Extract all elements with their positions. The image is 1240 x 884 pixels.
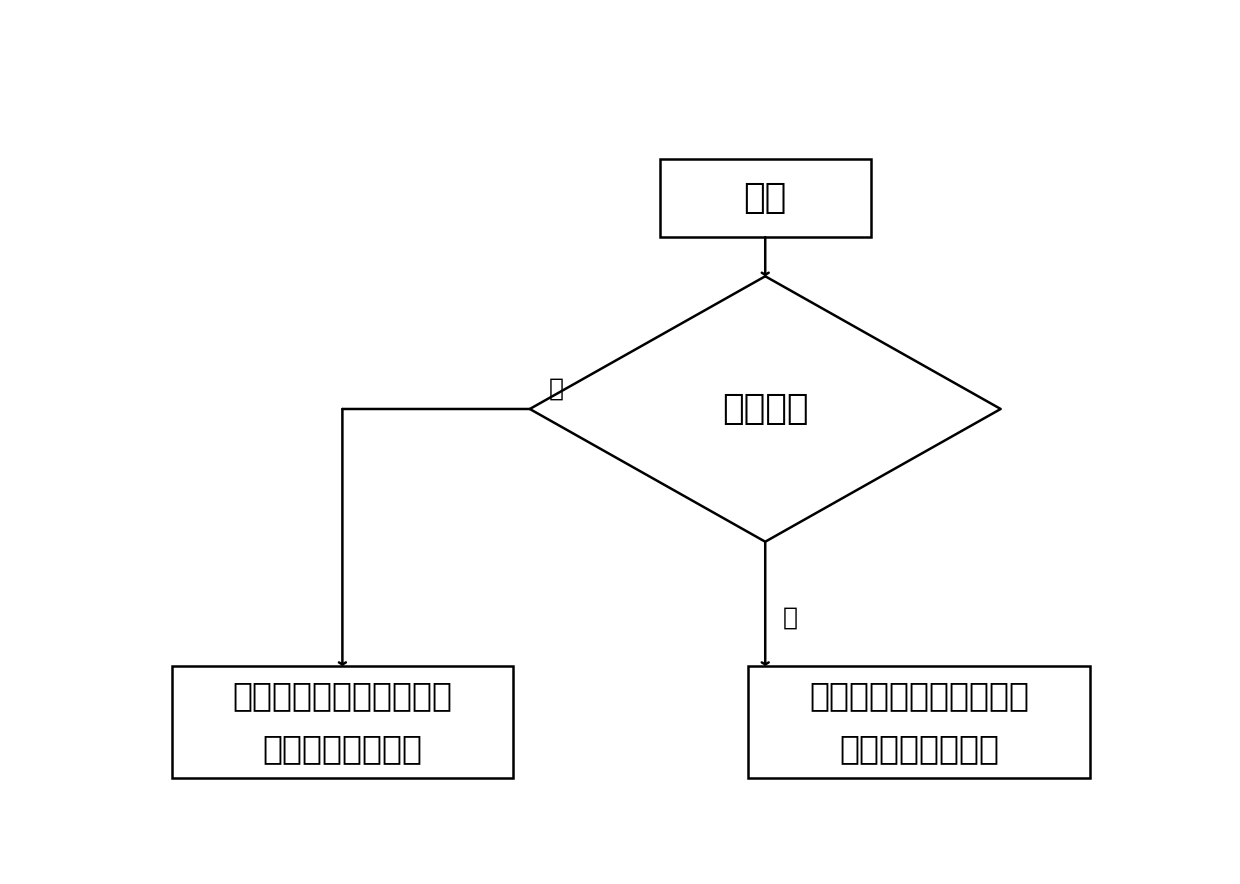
Text: 开始: 开始 [744, 181, 787, 215]
FancyBboxPatch shape [172, 666, 513, 778]
Text: 否: 否 [549, 377, 564, 400]
Text: 截流部截止，分流设施分
流进入市政雨水管: 截流部截止，分流设施分 流进入市政雨水管 [808, 679, 1029, 766]
FancyBboxPatch shape [749, 666, 1090, 778]
Text: 是: 是 [782, 606, 797, 629]
Text: 是否降雨: 是否降雨 [722, 392, 808, 426]
Text: 截流部导通，分流设施分
流进入市政污水管: 截流部导通，分流设施分 流进入市政污水管 [232, 679, 453, 766]
FancyBboxPatch shape [660, 159, 870, 237]
